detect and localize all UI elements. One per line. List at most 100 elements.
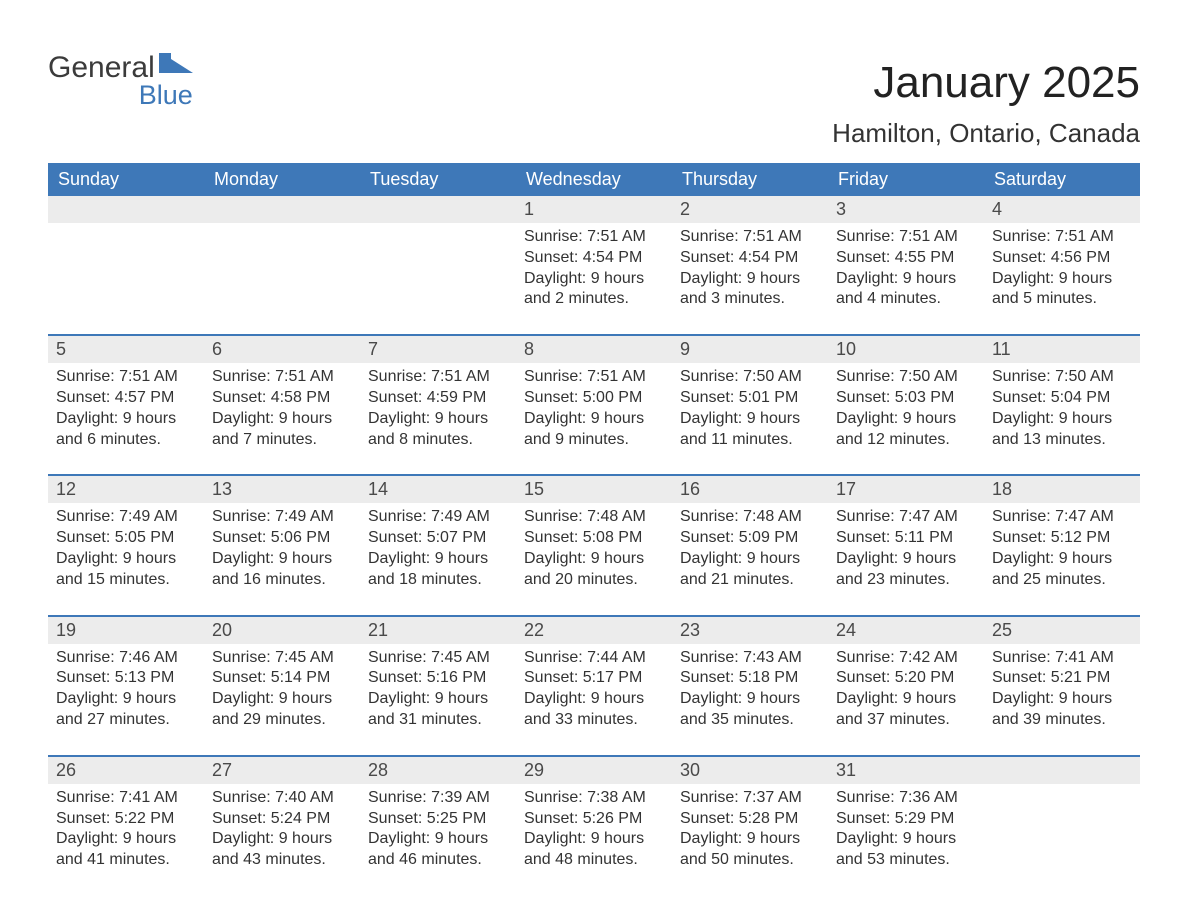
day-cell [48, 196, 204, 314]
day-cell: 25Sunrise: 7:41 AMSunset: 5:21 PMDayligh… [984, 617, 1140, 735]
day-d2: and 43 minutes. [212, 850, 352, 871]
day-number: 6 [204, 336, 360, 363]
day-sunrise: Sunrise: 7:49 AM [368, 507, 508, 528]
day-sunset: Sunset: 5:09 PM [680, 528, 820, 549]
day-d2: and 39 minutes. [992, 710, 1132, 731]
day-cell: 11Sunrise: 7:50 AMSunset: 5:04 PMDayligh… [984, 336, 1140, 454]
logo: General Blue [48, 50, 193, 108]
day-number: 5 [48, 336, 204, 363]
day-cell: 22Sunrise: 7:44 AMSunset: 5:17 PMDayligh… [516, 617, 672, 735]
day-d2: and 41 minutes. [56, 850, 196, 871]
day-sunset: Sunset: 5:11 PM [836, 528, 976, 549]
day-d1: Daylight: 9 hours [524, 689, 664, 710]
day-body: Sunrise: 7:45 AMSunset: 5:16 PMDaylight:… [360, 644, 516, 735]
day-d1: Daylight: 9 hours [836, 829, 976, 850]
day-number: 9 [672, 336, 828, 363]
day-body: Sunrise: 7:47 AMSunset: 5:11 PMDaylight:… [828, 503, 984, 594]
day-cell: 4Sunrise: 7:51 AMSunset: 4:56 PMDaylight… [984, 196, 1140, 314]
day-cell: 28Sunrise: 7:39 AMSunset: 5:25 PMDayligh… [360, 757, 516, 875]
day-sunset: Sunset: 4:59 PM [368, 388, 508, 409]
day-body: Sunrise: 7:42 AMSunset: 5:20 PMDaylight:… [828, 644, 984, 735]
day-sunset: Sunset: 5:06 PM [212, 528, 352, 549]
day-d1: Daylight: 9 hours [368, 409, 508, 430]
day-body: Sunrise: 7:51 AMSunset: 4:55 PMDaylight:… [828, 223, 984, 314]
day-sunset: Sunset: 5:22 PM [56, 809, 196, 830]
day-number: 8 [516, 336, 672, 363]
logo-word-general: General [48, 50, 193, 83]
day-body: Sunrise: 7:48 AMSunset: 5:09 PMDaylight:… [672, 503, 828, 594]
day-d2: and 53 minutes. [836, 850, 976, 871]
day-number: 30 [672, 757, 828, 784]
day-body: Sunrise: 7:46 AMSunset: 5:13 PMDaylight:… [48, 644, 204, 735]
day-sunset: Sunset: 5:28 PM [680, 809, 820, 830]
weekday-header: Tuesday [360, 163, 516, 196]
week-row: 26Sunrise: 7:41 AMSunset: 5:22 PMDayligh… [48, 755, 1140, 875]
day-sunset: Sunset: 4:56 PM [992, 248, 1132, 269]
day-body: Sunrise: 7:51 AMSunset: 4:57 PMDaylight:… [48, 363, 204, 454]
week-row: 1Sunrise: 7:51 AMSunset: 4:54 PMDaylight… [48, 196, 1140, 314]
day-cell: 15Sunrise: 7:48 AMSunset: 5:08 PMDayligh… [516, 476, 672, 594]
day-body [48, 223, 204, 231]
day-sunset: Sunset: 5:12 PM [992, 528, 1132, 549]
day-cell: 23Sunrise: 7:43 AMSunset: 5:18 PMDayligh… [672, 617, 828, 735]
day-sunset: Sunset: 5:01 PM [680, 388, 820, 409]
day-body: Sunrise: 7:41 AMSunset: 5:22 PMDaylight:… [48, 784, 204, 875]
day-number: 20 [204, 617, 360, 644]
day-number [48, 196, 204, 223]
day-sunset: Sunset: 5:26 PM [524, 809, 664, 830]
day-d2: and 18 minutes. [368, 570, 508, 591]
day-number: 27 [204, 757, 360, 784]
day-number: 29 [516, 757, 672, 784]
day-sunrise: Sunrise: 7:47 AM [836, 507, 976, 528]
day-sunrise: Sunrise: 7:40 AM [212, 788, 352, 809]
weekday-header: Saturday [984, 163, 1140, 196]
day-number: 23 [672, 617, 828, 644]
logo-word1: General [48, 54, 155, 83]
day-d2: and 12 minutes. [836, 430, 976, 451]
day-d1: Daylight: 9 hours [56, 689, 196, 710]
day-cell: 8Sunrise: 7:51 AMSunset: 5:00 PMDaylight… [516, 336, 672, 454]
day-d2: and 21 minutes. [680, 570, 820, 591]
flag-icon [159, 50, 193, 79]
day-number: 28 [360, 757, 516, 784]
day-body: Sunrise: 7:49 AMSunset: 5:06 PMDaylight:… [204, 503, 360, 594]
day-d2: and 20 minutes. [524, 570, 664, 591]
day-body: Sunrise: 7:40 AMSunset: 5:24 PMDaylight:… [204, 784, 360, 875]
day-cell: 7Sunrise: 7:51 AMSunset: 4:59 PMDaylight… [360, 336, 516, 454]
weekday-header: Monday [204, 163, 360, 196]
day-d2: and 5 minutes. [992, 289, 1132, 310]
day-sunset: Sunset: 5:00 PM [524, 388, 664, 409]
day-d1: Daylight: 9 hours [212, 829, 352, 850]
day-d2: and 13 minutes. [992, 430, 1132, 451]
day-sunrise: Sunrise: 7:43 AM [680, 648, 820, 669]
day-sunrise: Sunrise: 7:50 AM [680, 367, 820, 388]
day-sunrise: Sunrise: 7:36 AM [836, 788, 976, 809]
day-number: 17 [828, 476, 984, 503]
day-sunrise: Sunrise: 7:49 AM [56, 507, 196, 528]
week-row: 5Sunrise: 7:51 AMSunset: 4:57 PMDaylight… [48, 334, 1140, 454]
day-body: Sunrise: 7:41 AMSunset: 5:21 PMDaylight:… [984, 644, 1140, 735]
day-cell: 20Sunrise: 7:45 AMSunset: 5:14 PMDayligh… [204, 617, 360, 735]
day-cell: 12Sunrise: 7:49 AMSunset: 5:05 PMDayligh… [48, 476, 204, 594]
day-number: 10 [828, 336, 984, 363]
day-sunset: Sunset: 5:05 PM [56, 528, 196, 549]
day-d2: and 31 minutes. [368, 710, 508, 731]
day-body: Sunrise: 7:44 AMSunset: 5:17 PMDaylight:… [516, 644, 672, 735]
day-number [984, 757, 1140, 784]
day-body [984, 784, 1140, 792]
day-d1: Daylight: 9 hours [836, 269, 976, 290]
day-d1: Daylight: 9 hours [680, 549, 820, 570]
day-sunrise: Sunrise: 7:51 AM [524, 227, 664, 248]
day-sunrise: Sunrise: 7:37 AM [680, 788, 820, 809]
day-d2: and 15 minutes. [56, 570, 196, 591]
day-d2: and 48 minutes. [524, 850, 664, 871]
day-d1: Daylight: 9 hours [992, 689, 1132, 710]
day-sunrise: Sunrise: 7:46 AM [56, 648, 196, 669]
day-d2: and 50 minutes. [680, 850, 820, 871]
day-number: 13 [204, 476, 360, 503]
day-body: Sunrise: 7:51 AMSunset: 4:58 PMDaylight:… [204, 363, 360, 454]
day-number: 26 [48, 757, 204, 784]
day-sunset: Sunset: 5:07 PM [368, 528, 508, 549]
day-d2: and 9 minutes. [524, 430, 664, 451]
day-d2: and 2 minutes. [524, 289, 664, 310]
